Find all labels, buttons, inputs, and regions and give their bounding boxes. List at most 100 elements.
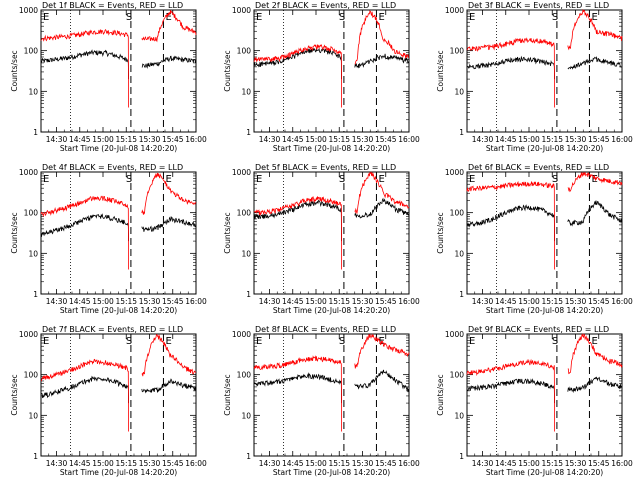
x-axis-label: Start Time (20-Jul-08 14:20:20) xyxy=(486,468,603,477)
lld-series-line xyxy=(253,355,342,432)
marker-letter: E xyxy=(591,174,597,185)
y-axis-label: Counts/sec xyxy=(436,212,445,253)
x-tick-label: 15:15 xyxy=(115,135,137,144)
x-tick-label: 15:15 xyxy=(328,135,350,144)
y-axis-label: Counts/sec xyxy=(223,374,232,415)
x-tick-label: 15:15 xyxy=(115,459,137,468)
x-tick-label: 15:30 xyxy=(139,297,161,306)
y-axis-label: Counts/sec xyxy=(223,212,232,253)
lld-series-line xyxy=(354,171,410,214)
x-tick-label: 14:30 xyxy=(472,135,494,144)
x-axis-label: Start Time (20-Jul-08 14:20:20) xyxy=(486,144,603,153)
marker-letter: S xyxy=(126,174,132,185)
detector-panel: 1 10 100 1000 14:30 14:45 15:00 15:15 15:30 15:45… xyxy=(10,325,207,477)
y-tick-label: 100 xyxy=(237,371,252,380)
y-axis-label: Counts/sec xyxy=(10,50,19,91)
events-series-line xyxy=(40,375,129,404)
marker-letter: E xyxy=(165,336,171,347)
panel-title: Det 9f BLACK = Events, RED = LLD xyxy=(468,325,609,334)
x-tick-label: 15:00 xyxy=(305,297,327,306)
x-tick-label: 15:00 xyxy=(305,459,327,468)
x-axis-label: Start Time (20-Jul-08 14:20:20) xyxy=(60,306,177,315)
x-tick-label: 14:45 xyxy=(69,135,91,144)
y-tick-label: 100 xyxy=(237,209,252,218)
y-tick-label: 100 xyxy=(237,47,252,56)
x-tick-label: 14:45 xyxy=(282,297,304,306)
events-series-line xyxy=(567,200,623,227)
x-tick-label: 15:15 xyxy=(541,135,563,144)
panel-title: Det 8f BLACK = Events, RED = LLD xyxy=(255,325,396,334)
marker-letter: E xyxy=(165,12,171,23)
panel-title: Det 4f BLACK = Events, RED = LLD xyxy=(42,163,183,172)
detector-panel: 1 10 100 1000 14:30 14:45 15:00 15:15 15:30 15:45… xyxy=(436,1,633,153)
x-tick-label: 14:45 xyxy=(495,297,517,306)
detector-panel: 1 10 100 1000 14:30 14:45 15:00 15:15 15:30 15:45… xyxy=(223,1,420,153)
x-tick-label: 14:30 xyxy=(259,297,281,306)
events-series-line xyxy=(354,197,410,219)
lld-series-line xyxy=(466,37,555,108)
events-series-line xyxy=(253,372,342,404)
y-tick-label: 1 xyxy=(33,128,38,137)
x-tick-label: 15:45 xyxy=(375,459,397,468)
x-tick-label: 15:15 xyxy=(328,459,350,468)
y-axis-label: Counts/sec xyxy=(436,374,445,415)
x-tick-label: 15:30 xyxy=(352,297,374,306)
x-tick-label: 15:45 xyxy=(375,135,397,144)
y-tick-label: 10 xyxy=(241,411,251,420)
x-tick-label: 16:00 xyxy=(398,135,420,144)
marker-letter: S xyxy=(126,12,132,23)
marker-letter: E xyxy=(256,174,262,185)
marker-letter: S xyxy=(339,174,345,185)
y-tick-label: 1 xyxy=(246,128,251,137)
x-tick-label: 15:00 xyxy=(518,135,540,144)
detector-panel: 1 10 100 1000 14:30 14:45 15:00 15:15 15:30 15:45… xyxy=(10,1,207,153)
events-series-line xyxy=(253,199,342,242)
marker-letter: E xyxy=(43,174,49,185)
x-tick-label: 16:00 xyxy=(185,459,207,468)
y-tick-label: 10 xyxy=(28,249,38,258)
y-tick-label: 100 xyxy=(24,371,39,380)
events-series-line xyxy=(141,378,197,394)
marker-letter: E xyxy=(378,12,384,23)
x-tick-label: 14:45 xyxy=(495,459,517,468)
y-tick-label: 10 xyxy=(241,249,251,258)
events-series-line xyxy=(40,213,129,242)
y-axis-label: Counts/sec xyxy=(10,212,19,253)
y-tick-label: 100 xyxy=(24,209,39,218)
marker-letter: S xyxy=(552,336,558,347)
x-tick-label: 15:30 xyxy=(565,135,587,144)
x-tick-label: 14:30 xyxy=(46,135,68,144)
x-tick-label: 14:30 xyxy=(472,459,494,468)
events-series-line xyxy=(354,53,409,69)
x-tick-label: 15:00 xyxy=(92,459,114,468)
events-series-line xyxy=(141,216,197,232)
lld-series-line xyxy=(141,333,197,377)
marker-letter: E xyxy=(591,12,597,23)
lld-series-line xyxy=(466,358,555,432)
x-tick-label: 15:15 xyxy=(541,297,563,306)
panel-title: Det 5f BLACK = Events, RED = LLD xyxy=(255,163,396,172)
x-tick-label: 16:00 xyxy=(398,297,420,306)
marker-letter: E xyxy=(256,12,262,23)
x-tick-label: 16:00 xyxy=(611,459,633,468)
y-tick-label: 1000 xyxy=(232,168,251,177)
marker-letter: S xyxy=(339,12,345,23)
x-axis-label: Start Time (20-Jul-08 14:20:20) xyxy=(273,468,390,477)
y-tick-label: 1 xyxy=(459,290,464,299)
x-tick-label: 16:00 xyxy=(185,135,207,144)
x-tick-label: 14:30 xyxy=(46,459,68,468)
lld-series-line xyxy=(40,195,129,270)
y-tick-label: 10 xyxy=(28,411,38,420)
y-tick-label: 1 xyxy=(246,452,251,461)
events-series-line xyxy=(567,376,623,394)
x-tick-label: 15:45 xyxy=(162,297,184,306)
detector-panel: 1 10 100 1000 14:30 14:45 15:00 15:15 15:30 15:45… xyxy=(223,163,420,315)
lld-series-line xyxy=(466,180,555,270)
lld-series-line xyxy=(354,333,410,369)
y-tick-label: 100 xyxy=(24,47,39,56)
x-tick-label: 14:45 xyxy=(282,459,304,468)
y-tick-label: 1000 xyxy=(19,330,38,339)
lld-series-line xyxy=(253,196,342,270)
detector-panel: 1 10 100 1000 14:30 14:45 15:00 15:15 15:30 15:45… xyxy=(436,163,633,315)
